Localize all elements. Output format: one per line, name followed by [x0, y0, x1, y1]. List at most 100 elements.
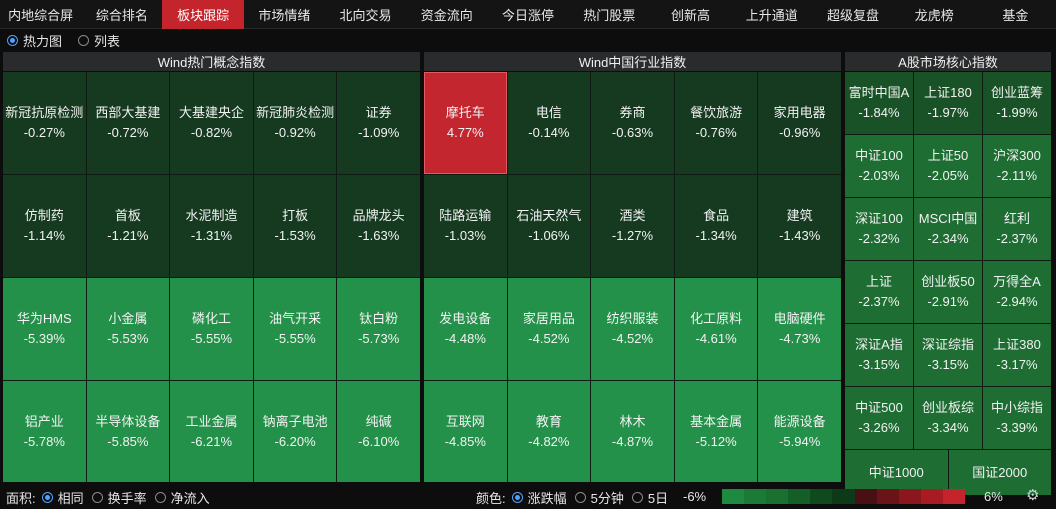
view-switcher: 热力图 列表 — [0, 29, 1056, 51]
cell-change: -2.32% — [858, 231, 900, 246]
heatmap-cell[interactable]: 创业板50 -2.91% — [914, 261, 982, 323]
heatmap-cell[interactable]: 小金属 -5.53% — [86, 278, 170, 380]
heatmap-cell[interactable]: 国证2000 — [948, 450, 1051, 495]
radio-dot-icon — [91, 491, 103, 503]
heatmap-cell[interactable]: 打板 -1.53% — [253, 175, 337, 277]
cell-name: 家用电器 — [773, 105, 826, 120]
tab-3[interactable]: 市场情绪 — [258, 8, 311, 23]
heatmap-cell[interactable]: 铝产业 -5.78% — [3, 381, 86, 482]
heatmap-cell[interactable]: 摩托车 4.77% — [424, 72, 507, 174]
tab-10[interactable]: 超级复盘 — [826, 8, 879, 23]
heatmap-cell[interactable]: 互联网 -4.85% — [424, 381, 507, 482]
tab-5[interactable]: 资金流向 — [420, 8, 473, 23]
heatmap-cell[interactable]: 西部大基建 -0.72% — [86, 72, 170, 174]
heatmap-cell[interactable]: 建筑 -1.43% — [758, 175, 841, 277]
heatmap-cell[interactable]: 中证500 -3.26% — [845, 387, 913, 449]
gear-icon[interactable]: ⚙ — [1026, 487, 1040, 504]
tab-12[interactable]: 基金 — [1002, 8, 1029, 23]
heatmap-cell[interactable]: 创业蓝筹 -1.99% — [983, 72, 1051, 134]
heatmap-cell[interactable]: 纺织服装 -4.52% — [591, 278, 674, 380]
heatmap-cell[interactable]: 陆路运输 -1.03% — [424, 175, 507, 277]
heatmap-cell[interactable]: 券商 -0.63% — [591, 72, 674, 174]
cell-change: -2.94% — [996, 294, 1038, 309]
heatmap-cell[interactable]: 深证综指 -3.15% — [914, 324, 982, 386]
heatmap-cell[interactable]: 首板 -1.21% — [86, 175, 170, 277]
radio-dot-icon — [154, 491, 166, 503]
top-nav: 内地综合屏 综合排名 板块跟踪 市场情绪 北向交易 资金流向 今日涨停 热门股票 创新高 上升通道… — [0, 0, 1056, 29]
heatmap-cell[interactable]: 上证380 -3.17% — [983, 324, 1051, 386]
area-radio-1[interactable]: 换手率 — [91, 488, 147, 507]
heatmap-grid: 富时中国A -1.84% 上证180 -1.97% 创业蓝筹 -1.99% 中证100 -2.… — [845, 72, 1051, 495]
cell-change: -1.27% — [611, 228, 654, 243]
view-radio-1[interactable]: 列表 — [78, 31, 120, 50]
heatmap-cell[interactable]: 万得全A -2.94% — [983, 261, 1051, 323]
cell-change: 4.77% — [446, 125, 484, 140]
cell-name: 半导体设备 — [95, 413, 161, 429]
heatmap-cell[interactable]: 上证180 -1.97% — [914, 72, 982, 134]
cell-name: 工业金属 — [185, 413, 238, 429]
heatmap-cell[interactable]: 电信 -0.14% — [507, 72, 591, 174]
heatmap-cell[interactable]: 工业金属 -6.21% — [170, 381, 253, 482]
heatmap-cell[interactable]: 能源设备 -5.94% — [758, 381, 841, 482]
heatmap-cell[interactable]: 食品 -1.34% — [674, 175, 758, 277]
tab-2[interactable]: 板块跟踪 — [162, 0, 244, 29]
area-radio-0[interactable]: 相同 — [41, 488, 84, 507]
heatmap-cell[interactable]: 钠离子电池 -6.20% — [253, 381, 337, 482]
area-radio-2[interactable]: 净流入 — [154, 488, 210, 507]
heatmap-cell[interactable]: 油气开采 -5.55% — [253, 278, 337, 380]
heatmap-cell[interactable]: 上证 -2.37% — [845, 261, 913, 323]
heatmap-cell[interactable]: 上证50 -2.05% — [914, 135, 982, 197]
heatmap-cell[interactable]: 石油天然气 -1.06% — [507, 175, 591, 277]
panel-title: Wind热门概念指数 — [3, 52, 420, 72]
heatmap-cell[interactable]: 中证100 -2.03% — [845, 135, 913, 197]
tab-8[interactable]: 创新高 — [670, 8, 710, 23]
heatmap-cell[interactable]: 酒类 -1.27% — [591, 175, 674, 277]
heatmap-cell[interactable]: 餐饮旅游 -0.76% — [674, 72, 758, 174]
heatmap-cell[interactable]: 富时中国A -1.84% — [845, 72, 913, 134]
color-radio-2[interactable]: 5日 — [631, 488, 668, 507]
heatmap-cell[interactable]: 化工原料 -4.61% — [674, 278, 758, 380]
heatmap-cell[interactable]: 仿制药 -1.14% — [3, 175, 86, 277]
heatmap-cell[interactable]: 林木 -4.87% — [591, 381, 674, 482]
heatmap-cell[interactable]: 电脑硬件 -4.73% — [758, 278, 841, 380]
cell-name: 林木 — [619, 413, 646, 429]
heatmap-cell[interactable]: 大基建央企 -0.82% — [170, 72, 253, 174]
heatmap-cell[interactable]: 教育 -4.82% — [507, 381, 591, 482]
heatmap-cell[interactable]: 新冠肺炎检测 -0.92% — [253, 72, 337, 174]
view-radio-0[interactable]: 热力图 — [7, 31, 62, 50]
heatmap-cell[interactable]: 新冠抗原检测 -0.27% — [3, 72, 86, 174]
heatmap-cell[interactable]: 红利 -2.37% — [983, 198, 1051, 260]
tab-1[interactable]: 综合排名 — [95, 8, 148, 23]
heatmap-cell[interactable]: 钛白粉 -5.73% — [337, 278, 420, 380]
tab-0[interactable]: 内地综合屏 — [8, 8, 74, 23]
cell-name: 打板 — [282, 208, 309, 223]
heatmap-cell[interactable]: 深证A指 -3.15% — [845, 324, 913, 386]
heatmap-cell[interactable]: 基本金属 -5.12% — [674, 381, 758, 482]
heatmap-cell[interactable]: 纯碱 -6.10% — [337, 381, 420, 482]
heatmap-cell[interactable]: 深证100 -2.32% — [845, 198, 913, 260]
cell-change: -1.06% — [528, 228, 570, 243]
heatmap-cell[interactable]: MSCI中国 -2.34% — [914, 198, 982, 260]
heatmap-cell[interactable]: 半导体设备 -5.85% — [86, 381, 170, 482]
heatmap-cell[interactable]: 发电设备 -4.48% — [424, 278, 507, 380]
heatmap-cell[interactable]: 中证1000 — [845, 450, 948, 495]
heatmap-cell[interactable]: 沪深300 -2.11% — [983, 135, 1051, 197]
tab-6[interactable]: 今日涨停 — [502, 8, 555, 23]
heatmap-cell[interactable]: 创业板综 -3.34% — [914, 387, 982, 449]
heatmap-cell[interactable]: 家居用品 -4.52% — [507, 278, 591, 380]
color-radio-0[interactable]: 涨跌幅 — [511, 488, 567, 507]
heatmap-cell[interactable]: 品牌龙头 -1.63% — [337, 175, 420, 277]
heatmap-cell[interactable]: 磷化工 -5.55% — [170, 278, 253, 380]
cell-change: -3.39% — [996, 420, 1038, 435]
tab-7[interactable]: 热门股票 — [583, 8, 636, 23]
heatmap-cell[interactable]: 证券 -1.09% — [337, 72, 420, 174]
tab-9[interactable]: 上升通道 — [745, 8, 798, 23]
radio-label: 热力图 — [23, 33, 63, 49]
color-radio-1[interactable]: 5分钟 — [574, 488, 624, 507]
tab-11[interactable]: 龙虎榜 — [914, 8, 954, 23]
tab-4[interactable]: 北向交易 — [339, 8, 392, 23]
heatmap-cell[interactable]: 家用电器 -0.96% — [758, 72, 841, 174]
heatmap-cell[interactable]: 中小综指 -3.39% — [983, 387, 1051, 449]
heatmap-cell[interactable]: 华为HMS -5.39% — [3, 278, 86, 380]
heatmap-cell[interactable]: 水泥制造 -1.31% — [170, 175, 253, 277]
